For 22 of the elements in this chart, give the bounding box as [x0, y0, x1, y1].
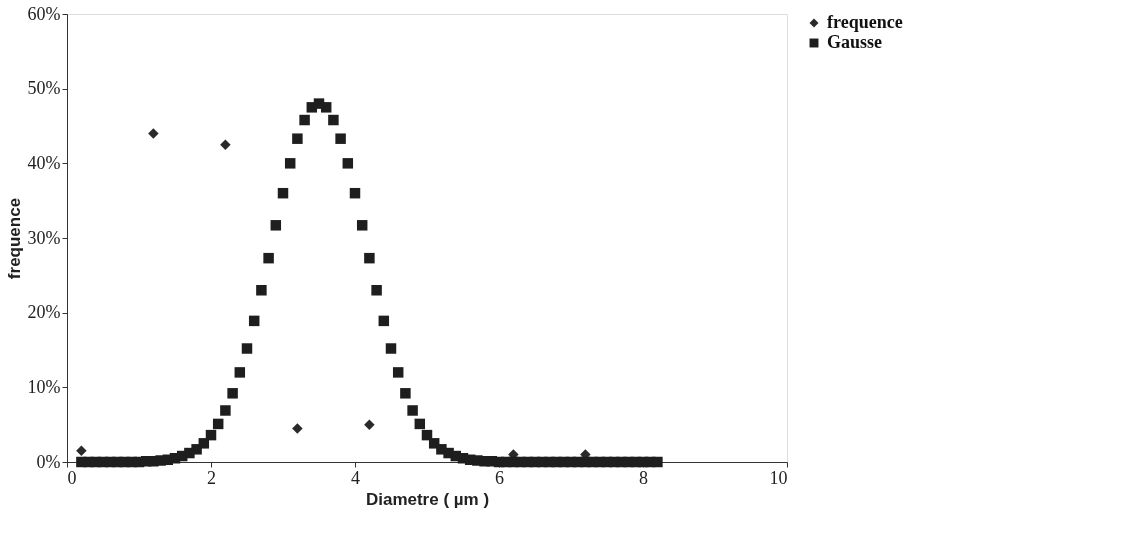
x-tick-label: 10	[769, 467, 788, 488]
legend-label: frequence	[827, 12, 903, 32]
point	[76, 445, 87, 457]
y-tick-label: 60%	[27, 3, 61, 24]
x-tick-label: 2	[207, 467, 216, 488]
point	[148, 128, 159, 139]
point	[292, 423, 303, 434]
y-tick-label: 0%	[36, 451, 61, 472]
y-tick-label: 20%	[27, 302, 61, 323]
legend-label: Gausse	[827, 32, 883, 52]
x-tick-label: 0	[67, 467, 77, 488]
y-tick-label: 50%	[27, 78, 61, 99]
y-tick-label: 30%	[27, 227, 61, 248]
y-tick-label: 40%	[27, 152, 61, 173]
y-tick-label: 10%	[27, 376, 61, 397]
y-axis-title: frequence	[4, 197, 24, 280]
point	[220, 139, 231, 150]
x-tick-label: 8	[639, 467, 648, 488]
x-axis-title: Diametre ( µm )	[365, 489, 490, 509]
point	[364, 419, 375, 430]
x-tick-label: 4	[351, 467, 360, 488]
x-tick-label: 6	[495, 467, 504, 488]
